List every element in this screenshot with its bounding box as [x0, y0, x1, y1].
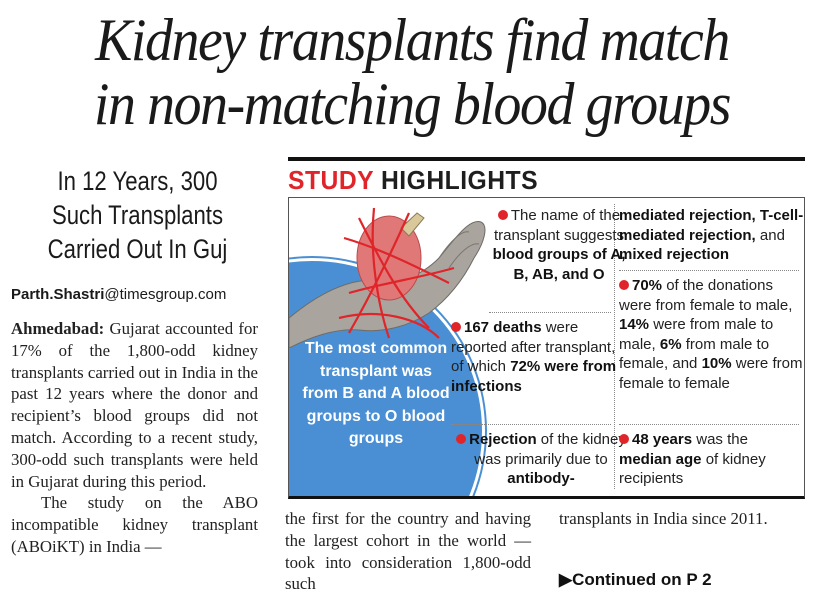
highlight-item-rejection-continued: mediated rejection, T-cell-mediated reje…	[619, 207, 804, 263]
continued-link[interactable]: ▶Continued on P 2	[559, 570, 712, 589]
bullet-dot-icon	[619, 280, 629, 290]
article-paragraph-2-start: The study on the ABO incompatible kidney…	[11, 493, 258, 556]
row-divider	[489, 312, 611, 313]
highlight-item-name: The name of the transplant suggests bloo…	[492, 207, 626, 283]
article-column-1: Ahmedabad: Gujarat accounted for 17% of …	[11, 318, 258, 558]
article-column-2: the first for the country and having the…	[285, 508, 531, 595]
byline-domain: @timesgroup.com	[104, 286, 227, 303]
article-paragraph-1: Gujarat accounted for 17% of the 1,800-o…	[11, 319, 258, 491]
highlight-item-donations: 70% of the donations were from female to…	[619, 277, 803, 392]
bullet-dot-icon	[497, 210, 508, 220]
kidney-in-hand-illustration	[289, 207, 486, 348]
column-divider	[614, 204, 615, 489]
red-strings-icon	[338, 207, 455, 339]
byline-name: Parth.Shastri	[11, 286, 105, 303]
highlight-item-deaths: 167 deaths were reported after transplan…	[451, 319, 617, 395]
top-rule-divider	[288, 157, 805, 161]
subheadline: In 12 Years, 300 Such Transplants Carrie…	[25, 164, 251, 266]
article-paragraph-2-middle: the first for the country and having the…	[285, 509, 531, 594]
study-highlights-box: The most common transplant was from B an…	[288, 197, 805, 499]
bullet-dot-icon	[451, 322, 461, 332]
byline: Parth.Shastri@timesgroup.com	[11, 286, 226, 303]
row-divider	[619, 270, 799, 271]
headline-line-2: in non-matching blood groups	[93, 71, 732, 137]
headline-line-1: Kidney transplants find match	[95, 7, 730, 73]
row-divider	[619, 424, 799, 425]
highlight-item-median-age: 48 years was the median age of kidney re…	[619, 431, 766, 487]
bullet-dot-icon	[456, 434, 467, 444]
article-column-3: transplants in India since 2011.	[559, 508, 805, 530]
highlight-item-rejection: Rejection of the kidney was primarily du…	[451, 430, 631, 489]
subhead-line-3: Carried Out In Guj	[47, 234, 228, 264]
title-study: STUDY	[288, 165, 374, 195]
bullet-dot-icon	[619, 434, 629, 444]
study-highlights-title: STUDY HIGHLIGHTS	[288, 165, 538, 195]
common-transplant-callout: The most common transplant was from B an…	[302, 340, 450, 447]
subhead-line-1: In 12 Years, 300	[57, 166, 218, 196]
subhead-line-2: Such Transplants	[51, 200, 224, 230]
row-divider	[451, 424, 611, 425]
dateline: Ahmedabad:	[11, 319, 105, 338]
headline: Kidney transplants find match in non-mat…	[29, 8, 795, 136]
title-highlights: HIGHLIGHTS	[373, 165, 539, 195]
article-paragraph-2-end: transplants in India since 2011.	[559, 509, 768, 528]
